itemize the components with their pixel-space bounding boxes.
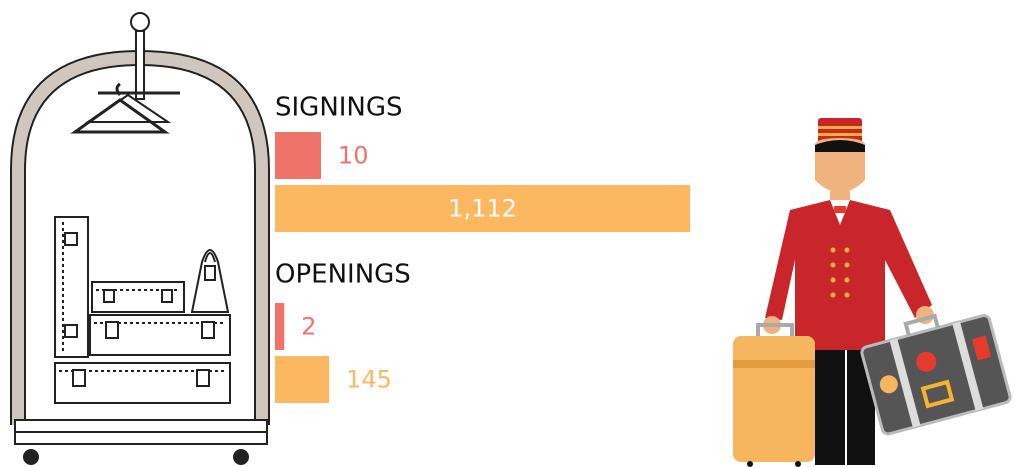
infographic: SIGNINGS 10 1,112 OPENINGS 2 145 <box>0 0 1015 467</box>
bar-chart: SIGNINGS 10 1,112 OPENINGS 2 145 <box>275 93 690 404</box>
category-heading: OPENINGS <box>275 260 411 290</box>
bellhop-illustration <box>733 118 1011 467</box>
value-label: 10 <box>338 142 369 170</box>
bar <box>275 356 329 403</box>
bar <box>275 132 321 179</box>
category-heading: SIGNINGS <box>275 93 403 123</box>
bar <box>275 303 284 350</box>
value-label: 1,112 <box>448 195 517 223</box>
value-label: 2 <box>301 313 316 341</box>
luggage-cart-illustration <box>11 13 269 464</box>
value-label: 145 <box>346 366 392 394</box>
